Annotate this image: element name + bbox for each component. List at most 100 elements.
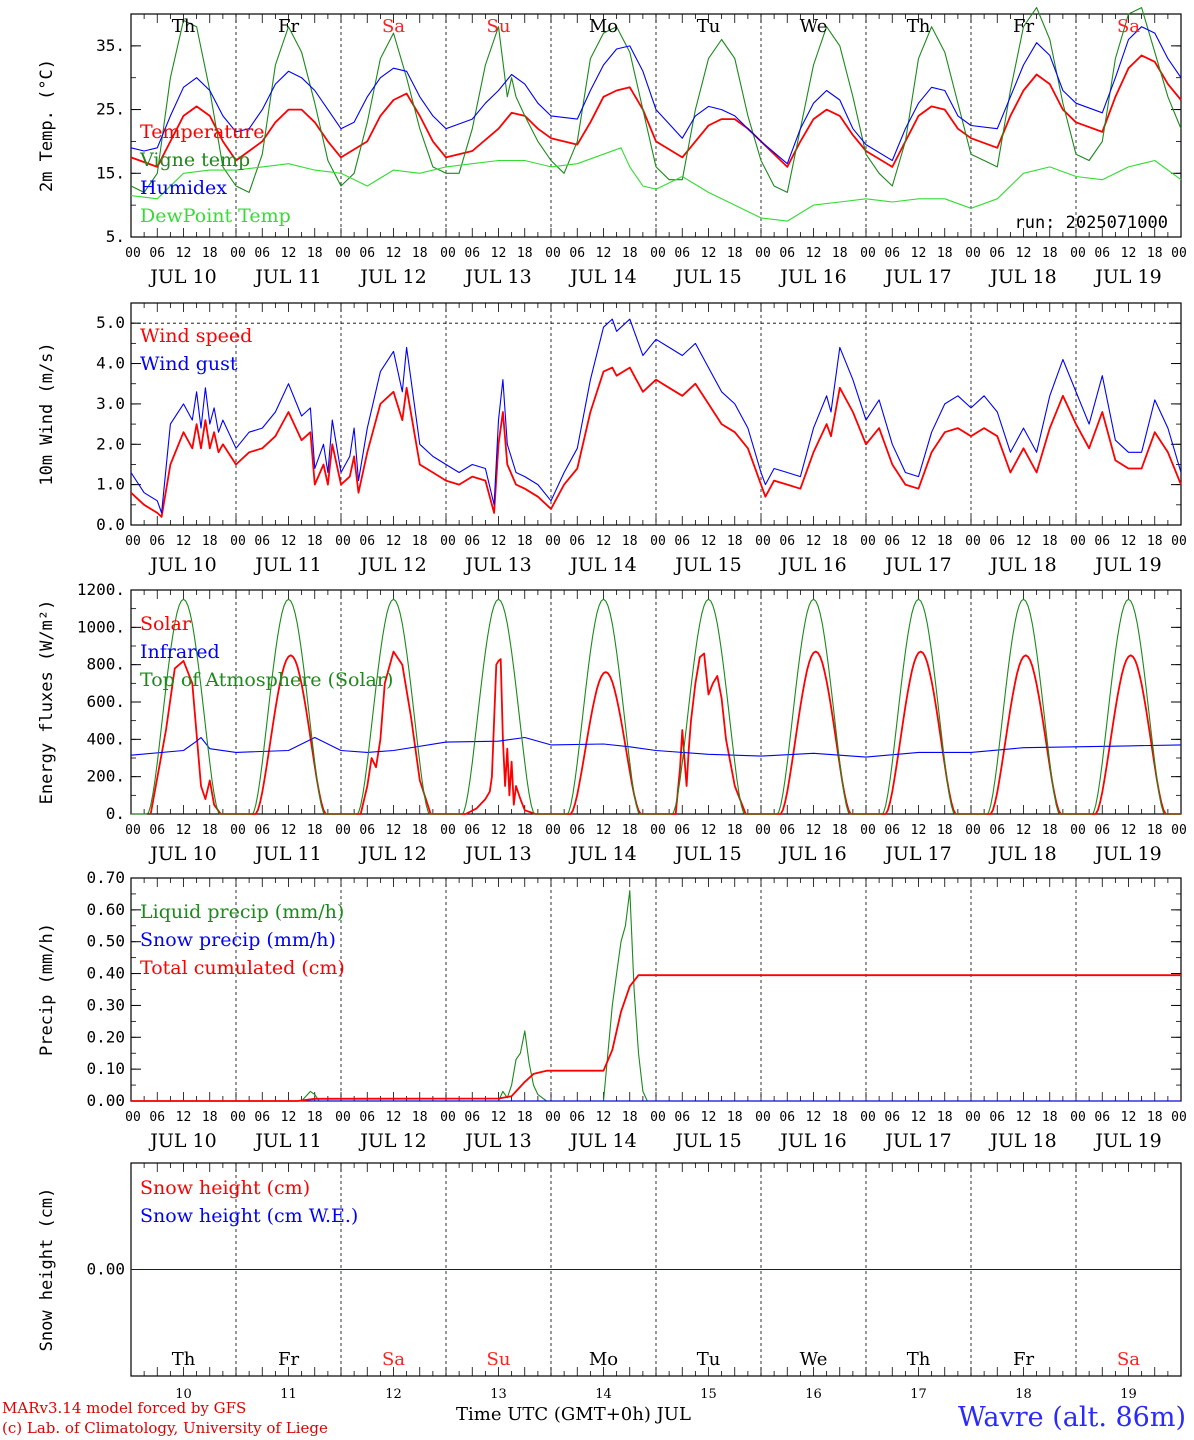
hour-tick-label: 00 (1070, 534, 1086, 549)
hour-tick-label: 12 (596, 246, 612, 261)
date-label: JUL 10 (148, 1130, 216, 1152)
y-tick-label: 5.0 (96, 313, 125, 332)
date-label: JUL 11 (253, 843, 321, 865)
hour-tick-label: 00 (440, 534, 456, 549)
hour-tick-label: 12 (281, 823, 297, 838)
date-label: JUL 14 (568, 554, 636, 576)
hour-tick-label: 18 (412, 1110, 428, 1125)
y-tick-label: 0.40 (86, 964, 125, 983)
hour-tick-label: 00 (440, 246, 456, 261)
legend-entry: Snow precip (mm/h) (140, 929, 336, 951)
day-name: Sa (382, 1349, 405, 1370)
panel-temperature: 5. 15. 25. 35. 2m Temp. (°C) Temperature Vigne… (37, 7, 1187, 288)
hour-tick-label: 12 (491, 1110, 507, 1125)
y-tick-label: 0. (106, 804, 125, 823)
day-name: Su (487, 16, 511, 37)
hour-tick-label: 12 (281, 246, 297, 261)
y-tick-label: 600. (86, 692, 125, 711)
hour-tick-label: 06 (779, 1110, 795, 1125)
hour-tick-label: 12 (176, 823, 192, 838)
hour-tick-label: 00 (440, 1110, 456, 1125)
hour-tick-label: 00 (335, 534, 351, 549)
date-label: JUL 12 (358, 554, 426, 576)
date-label: JUL 14 (568, 843, 636, 865)
y-tick-label: 0.50 (86, 932, 125, 951)
hour-tick-label: 12 (1016, 246, 1032, 261)
y-tick-label: 3.0 (96, 394, 125, 413)
date-label: JUL 10 (148, 843, 216, 865)
hour-tick-label: 18 (937, 534, 953, 549)
hour-tick-label: 00 (860, 246, 876, 261)
hour-tick-label: 12 (386, 1110, 402, 1125)
date-label: JUL 14 (568, 266, 636, 288)
hour-tick-label: 00 (1070, 1110, 1086, 1125)
hour-tick-label: 06 (1094, 823, 1110, 838)
x-axis-title: Time UTC (GMT+0h) JUL (456, 1404, 691, 1425)
hour-tick-label: 18 (727, 823, 743, 838)
hour-tick-label: 18 (832, 1110, 848, 1125)
day-number: 16 (805, 1387, 822, 1402)
hour-tick-label: 12 (1121, 534, 1137, 549)
hour-tick-label: 06 (989, 246, 1005, 261)
hour-tick-label: 12 (806, 823, 822, 838)
hour-tick-label: 12 (911, 534, 927, 549)
date-label: JUL 19 (1093, 843, 1161, 865)
hour-tick-label: 00 (125, 1110, 141, 1125)
hour-tick-label: 00 (230, 823, 246, 838)
hour-tick-label: 12 (701, 246, 717, 261)
hour-tick-label: 18 (727, 534, 743, 549)
hour-tick-label: 00 (545, 246, 561, 261)
y-tick-label: 1200. (77, 580, 125, 599)
date-label: JUL 15 (673, 1130, 741, 1152)
hour-tick-label: 12 (701, 823, 717, 838)
hour-tick-label: 06 (464, 1110, 480, 1125)
day-number: 17 (910, 1387, 927, 1402)
hour-tick-label: 12 (386, 246, 402, 261)
panel-precip: 0.00 0.10 0.20 0.30 0.40 0.50 0.60 0.70 Precip (… (37, 868, 1187, 1152)
day-name: Mo (589, 1349, 618, 1370)
y-tick-label: 5. (106, 227, 125, 246)
hour-tick-label: 06 (359, 823, 375, 838)
day-name: Th (172, 16, 196, 37)
hour-tick-label: 12 (176, 534, 192, 549)
hour-tick-label: 18 (517, 1110, 533, 1125)
hour-tick-label: 06 (884, 246, 900, 261)
day-name: Tu (697, 16, 721, 37)
date-label: JUL 19 (1093, 554, 1161, 576)
day-name: Th (907, 16, 931, 37)
hour-tick-label: 06 (254, 534, 270, 549)
date-label: JUL 12 (358, 266, 426, 288)
day-number: 19 (1120, 1387, 1137, 1402)
hour-tick-label: 00 (650, 1110, 666, 1125)
date-label: JUL 10 (148, 266, 216, 288)
hour-tick-label: 00 (755, 246, 771, 261)
hour-tick-label: 00 (860, 1110, 876, 1125)
day-name: Sa (1117, 16, 1140, 37)
day-number: 10 (175, 1387, 192, 1402)
hour-tick-label: 00 (545, 534, 561, 549)
y-tick-label: 0.00 (86, 1091, 125, 1110)
date-label: JUL 11 (253, 266, 321, 288)
day-number: 18 (1015, 1387, 1032, 1402)
legend-entry: Solar (140, 613, 192, 635)
hour-tick-label: 06 (989, 823, 1005, 838)
hour-tick-label: 00 (755, 534, 771, 549)
hour-tick-label: 06 (779, 823, 795, 838)
legend-entry: Humidex (140, 177, 227, 199)
day-name: Th (907, 1349, 931, 1370)
y-tick-label: 2.0 (96, 434, 125, 453)
day-number: 14 (595, 1387, 612, 1402)
date-label: JUL 17 (883, 1130, 951, 1152)
day-number: 15 (700, 1387, 717, 1402)
legend-entry: Wind gust (140, 353, 238, 375)
day-name: We (800, 1349, 828, 1370)
hour-tick-label: 00 (755, 1110, 771, 1125)
date-label: JUL 18 (988, 554, 1056, 576)
hour-tick-label: 06 (674, 246, 690, 261)
date-label: JUL 18 (988, 843, 1056, 865)
hour-tick-label: 00 (440, 823, 456, 838)
hour-tick-label: 00 (965, 1110, 981, 1125)
hour-tick-label: 00 (335, 823, 351, 838)
hour-tick-label: 12 (911, 1110, 927, 1125)
hour-tick-label: 00 (1070, 823, 1086, 838)
